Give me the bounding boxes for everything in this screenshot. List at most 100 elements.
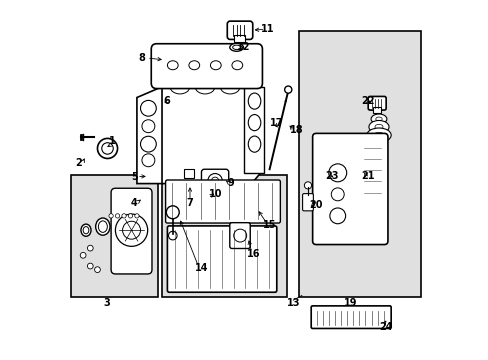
Ellipse shape [232, 45, 240, 49]
Circle shape [211, 177, 218, 184]
Text: 3: 3 [103, 298, 110, 308]
Text: 22: 22 [361, 96, 374, 106]
Ellipse shape [191, 72, 218, 91]
Text: 14: 14 [194, 263, 208, 273]
Bar [372, 107, 381, 113]
FancyBboxPatch shape [201, 169, 228, 192]
Ellipse shape [216, 72, 243, 91]
Circle shape [122, 214, 126, 218]
Circle shape [94, 267, 100, 273]
FancyBboxPatch shape [167, 226, 276, 292]
Ellipse shape [83, 226, 89, 234]
Ellipse shape [96, 218, 110, 235]
Circle shape [328, 164, 346, 182]
Circle shape [135, 214, 139, 218]
Bar [244, 87, 264, 173]
Ellipse shape [373, 132, 383, 138]
Ellipse shape [366, 128, 390, 142]
FancyBboxPatch shape [360, 142, 384, 198]
Circle shape [233, 229, 246, 242]
Text: 7: 7 [186, 198, 193, 208]
Text: 6: 6 [163, 96, 169, 106]
Text: 2: 2 [75, 158, 81, 168]
Bar [70, 175, 158, 297]
Circle shape [142, 120, 155, 133]
Circle shape [115, 214, 147, 246]
Text: 20: 20 [308, 200, 322, 210]
Circle shape [87, 245, 93, 251]
Text: 19: 19 [343, 298, 356, 308]
Ellipse shape [166, 72, 193, 91]
FancyBboxPatch shape [302, 194, 313, 211]
Text: 12: 12 [237, 42, 250, 52]
Text: 23: 23 [325, 171, 338, 181]
Ellipse shape [231, 61, 242, 70]
Text: 16: 16 [247, 248, 261, 258]
Ellipse shape [204, 192, 212, 196]
Circle shape [140, 136, 156, 152]
Text: 24: 24 [379, 322, 392, 332]
Circle shape [140, 100, 156, 116]
FancyBboxPatch shape [367, 96, 386, 110]
Text: 21: 21 [361, 171, 374, 181]
Circle shape [102, 143, 113, 154]
FancyBboxPatch shape [151, 44, 262, 89]
Circle shape [207, 174, 222, 188]
Circle shape [168, 231, 177, 240]
Text: 8: 8 [139, 53, 145, 63]
Circle shape [109, 214, 113, 218]
Ellipse shape [248, 114, 260, 131]
FancyBboxPatch shape [310, 306, 390, 328]
FancyBboxPatch shape [229, 223, 250, 248]
Circle shape [304, 182, 311, 189]
Circle shape [284, 86, 291, 93]
Circle shape [329, 208, 345, 224]
Ellipse shape [195, 80, 214, 94]
Text: 5: 5 [131, 172, 138, 182]
Bar [162, 175, 286, 297]
FancyBboxPatch shape [111, 188, 152, 274]
Circle shape [97, 138, 117, 158]
Ellipse shape [248, 136, 260, 152]
FancyBboxPatch shape [165, 180, 280, 223]
Bar [234, 35, 244, 42]
Ellipse shape [248, 93, 260, 109]
Bar [298, 31, 420, 297]
Ellipse shape [368, 121, 388, 134]
Bar [183, 169, 194, 178]
Text: 4: 4 [131, 198, 138, 208]
Circle shape [128, 214, 132, 218]
Ellipse shape [370, 114, 386, 124]
Text: 15: 15 [263, 220, 276, 230]
FancyBboxPatch shape [312, 134, 387, 244]
Text: 9: 9 [227, 177, 234, 188]
Ellipse shape [170, 80, 189, 94]
Ellipse shape [375, 117, 381, 121]
Circle shape [166, 206, 179, 219]
Ellipse shape [210, 61, 221, 70]
Ellipse shape [330, 180, 336, 189]
Polygon shape [137, 87, 162, 184]
Ellipse shape [229, 43, 243, 51]
FancyBboxPatch shape [328, 167, 338, 181]
Ellipse shape [220, 80, 240, 94]
Text: 13: 13 [286, 298, 300, 308]
FancyBboxPatch shape [227, 21, 252, 40]
Polygon shape [153, 72, 260, 184]
Text: 10: 10 [209, 189, 222, 199]
Circle shape [122, 221, 140, 239]
Circle shape [87, 263, 93, 269]
Ellipse shape [202, 191, 214, 197]
Text: 17: 17 [269, 118, 283, 128]
Circle shape [115, 214, 120, 218]
Ellipse shape [374, 124, 382, 130]
Text: 11: 11 [261, 24, 274, 35]
Ellipse shape [188, 61, 199, 70]
Circle shape [330, 188, 344, 201]
Circle shape [142, 154, 155, 167]
Ellipse shape [98, 221, 107, 232]
Text: 18: 18 [289, 125, 303, 135]
Ellipse shape [81, 224, 91, 236]
Text: 1: 1 [108, 136, 115, 146]
Circle shape [80, 252, 86, 258]
